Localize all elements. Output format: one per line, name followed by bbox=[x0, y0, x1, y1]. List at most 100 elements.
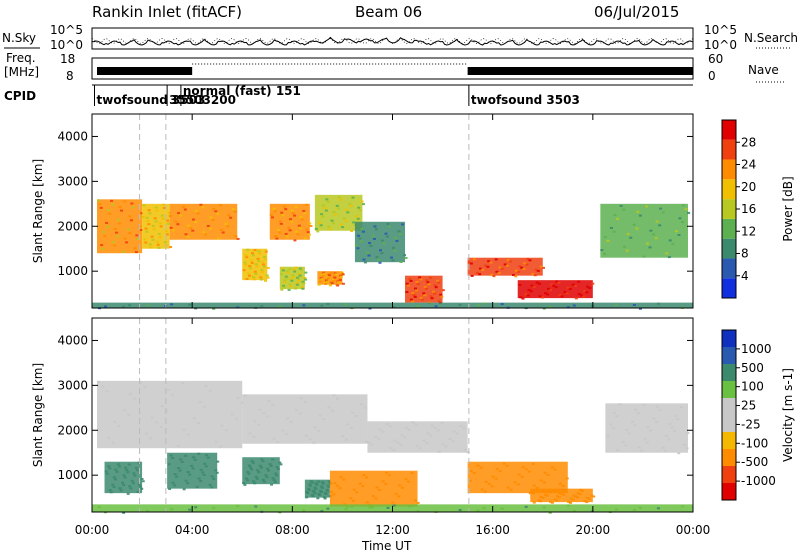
data-speckle bbox=[196, 212, 200, 215]
data-speckle bbox=[414, 287, 418, 290]
data-speckle bbox=[458, 509, 462, 512]
data-speckle bbox=[140, 487, 144, 490]
data-speckle bbox=[583, 290, 587, 293]
data-speckle bbox=[562, 493, 566, 496]
data-speckle bbox=[167, 211, 171, 214]
data-speckle bbox=[558, 294, 562, 297]
data-speckle bbox=[399, 443, 403, 446]
data-speckle bbox=[416, 282, 420, 285]
data-speckle bbox=[264, 474, 268, 477]
data-speckle bbox=[116, 218, 120, 221]
data-speckle bbox=[547, 287, 551, 290]
data-speckle bbox=[251, 252, 255, 255]
data-speckle bbox=[294, 287, 298, 290]
data-speckle bbox=[294, 266, 298, 269]
data-speckle bbox=[320, 304, 324, 307]
data-speckle bbox=[625, 249, 629, 252]
data-speckle bbox=[351, 221, 355, 224]
data-speckle bbox=[585, 291, 589, 294]
data-speckle bbox=[349, 426, 353, 429]
colorbar-segment bbox=[722, 199, 736, 219]
data-speckle bbox=[137, 461, 141, 464]
data-speckle bbox=[575, 496, 579, 499]
data-speckle bbox=[574, 297, 578, 300]
data-speckle bbox=[165, 233, 169, 236]
data-speckle bbox=[139, 228, 143, 231]
data-speckle bbox=[385, 471, 389, 474]
colorbar-tick-label: 25 bbox=[741, 399, 756, 413]
data-speckle bbox=[282, 284, 286, 287]
data-speckle bbox=[158, 236, 162, 239]
data-speckle bbox=[344, 303, 348, 306]
data-speckle bbox=[250, 468, 254, 471]
data-speckle bbox=[367, 254, 371, 257]
data-speckle bbox=[348, 202, 352, 205]
data-speckle bbox=[254, 475, 258, 478]
data-speckle bbox=[680, 505, 684, 508]
data-speckle bbox=[302, 282, 306, 285]
data-speckle bbox=[476, 304, 480, 307]
data-speckle bbox=[323, 272, 327, 275]
data-speckle bbox=[352, 488, 356, 491]
data-speckle bbox=[191, 218, 195, 221]
data-speckle bbox=[614, 303, 618, 306]
data-speckle bbox=[290, 209, 294, 212]
data-speckle bbox=[280, 273, 284, 276]
data-speckle bbox=[370, 443, 374, 446]
data-speckle bbox=[378, 489, 382, 492]
data-speckle bbox=[361, 203, 365, 206]
data-speckle bbox=[459, 425, 463, 428]
data-speckle bbox=[142, 204, 146, 207]
data-speckle bbox=[253, 249, 257, 252]
data-speckle bbox=[619, 204, 623, 207]
data-speckle bbox=[314, 482, 318, 485]
data-speckle bbox=[373, 225, 377, 228]
data-speckle bbox=[166, 388, 170, 391]
data-speckle bbox=[392, 504, 396, 507]
data-speckle bbox=[603, 236, 607, 239]
data-speckle bbox=[261, 261, 265, 264]
data-speckle bbox=[263, 258, 267, 261]
data-speckle bbox=[436, 279, 440, 282]
colorbar-segment bbox=[722, 432, 736, 449]
data-speckle bbox=[505, 264, 509, 267]
colorbar-segment bbox=[722, 415, 736, 432]
colorbar-frame bbox=[721, 329, 737, 501]
data-speckle bbox=[341, 273, 345, 276]
data-speckle bbox=[349, 205, 353, 208]
data-speckle bbox=[304, 434, 308, 437]
data-speckle bbox=[422, 439, 426, 442]
colorbar-tick-label: 100 bbox=[741, 380, 764, 394]
data-speckle bbox=[685, 447, 689, 450]
data-speckle bbox=[489, 261, 493, 264]
y-axis-label: Slant Range [km] bbox=[31, 159, 45, 263]
data-speckle bbox=[358, 209, 362, 212]
data-speckle bbox=[497, 272, 501, 275]
data-speckle bbox=[118, 465, 122, 468]
data-speckle bbox=[166, 219, 170, 222]
data-speckle bbox=[659, 207, 663, 210]
x-axis-label: Time UT bbox=[361, 539, 412, 553]
data-speckle bbox=[327, 485, 331, 488]
data-speckle bbox=[654, 421, 658, 424]
data-speckle bbox=[419, 296, 423, 299]
data-speckle bbox=[495, 270, 499, 273]
colorbar-segment bbox=[722, 258, 736, 279]
data-speckle bbox=[409, 279, 413, 282]
data-speckle bbox=[127, 413, 131, 416]
velocity-colorbar: -1000 -500 -100 -25 25 100 500 1000 Velocity [m … bbox=[721, 329, 795, 501]
data-speckle bbox=[305, 228, 309, 231]
data-speckle bbox=[503, 263, 507, 266]
data-speckle bbox=[341, 435, 345, 438]
data-speckle bbox=[107, 436, 111, 439]
data-speckle bbox=[161, 203, 165, 206]
data-speckle bbox=[377, 438, 381, 441]
data-speckle bbox=[258, 408, 262, 411]
data-speckle bbox=[313, 492, 317, 495]
data-speckle bbox=[437, 450, 441, 453]
data-speckle bbox=[500, 267, 504, 270]
data-speckle bbox=[374, 497, 378, 500]
data-speckle bbox=[492, 275, 496, 278]
data-speckle bbox=[284, 232, 288, 235]
